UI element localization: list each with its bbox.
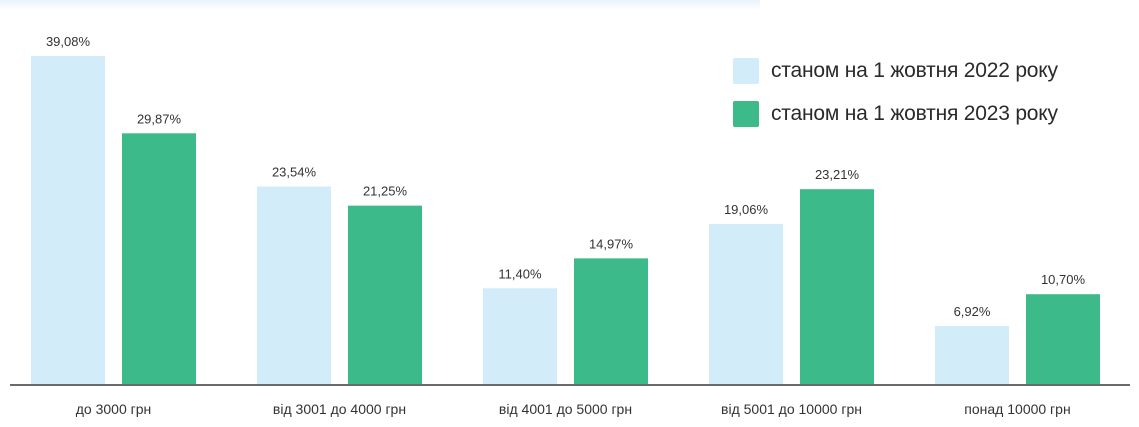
data-label-2022-5: 6,92% [954,304,991,319]
data-label-2022-4: 19,06% [724,202,769,217]
legend-label-2022: станом на 1 жовтня 2022 року [771,59,1058,82]
data-label-2023-4: 23,21% [815,167,860,182]
category-label-4: від 5001 до 10000 грн [721,401,862,417]
bar-2023-1 [122,133,196,384]
category-label-2: від 3001 до 4000 грн [273,401,406,417]
data-label-2023-3: 14,97% [589,236,634,251]
bar-2022-2 [257,186,331,384]
bar-2023-3 [574,258,648,384]
bar-2022-5 [935,325,1009,384]
legend-swatch-2023 [733,101,759,127]
legend-label-2023: станом на 1 жовтня 2023 року [771,102,1058,125]
bar-2022-3 [483,288,557,384]
bar-2023-5 [1026,294,1100,384]
legend-item-2022: станом на 1 жовтня 2022 року [733,56,1058,86]
data-label-2022-1: 39,08% [46,34,91,49]
category-label-1: до 3000 грн [76,401,152,417]
data-label-2023-1: 29,87% [137,111,182,126]
data-label-2023-5: 10,70% [1041,272,1086,287]
bar-group-2: 23,54% 21,25% від 3001 до 4000 грн [257,164,422,417]
legend-item-2023: станом на 1 жовтня 2023 року [733,99,1058,129]
bar-group-4: 19,06% 23,21% від 5001 до 10000 грн [709,167,874,417]
top-fade-decoration [0,0,760,10]
legend: станом на 1 жовтня 2022 року станом на 1… [733,56,1058,142]
legend-swatch-2022 [733,58,759,84]
bar-group-5: 6,92% 10,70% понад 10000 грн [935,272,1100,417]
data-label-2023-2: 21,25% [363,184,408,199]
category-label-5: понад 10000 грн [964,401,1070,417]
bar-2022-4 [709,224,783,384]
category-label-3: від 4001 до 5000 грн [499,401,632,417]
data-label-2022-3: 11,40% [498,266,542,281]
bar-2023-4 [800,189,874,384]
bar-group-1: 39,08% 29,87% до 3000 грн [31,34,196,417]
data-label-2022-2: 23,54% [272,164,317,179]
bar-group-3: 11,40% 14,97% від 4001 до 5000 грн [483,236,648,417]
bar-2023-2 [348,205,422,384]
bar-2022-1 [31,56,105,384]
